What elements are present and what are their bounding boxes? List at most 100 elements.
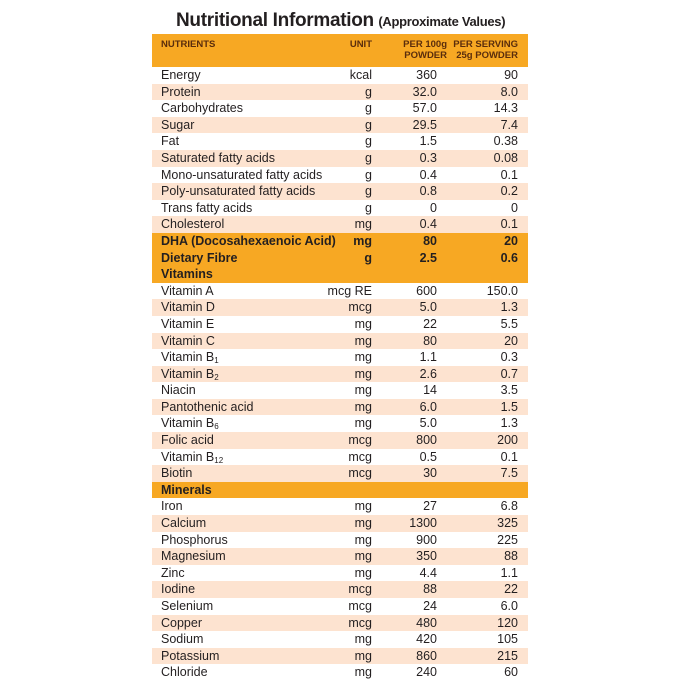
unit-cell: mg [354, 516, 372, 531]
per-serving-cell: 0.7 [500, 366, 518, 381]
nutrient-name-text: Vitamin B [161, 416, 215, 431]
nutrient-name: Vitamin B6 [161, 415, 219, 432]
nutrient-name: Sugar [161, 117, 195, 132]
title-subtitle: (Approximate Values) [378, 14, 506, 29]
table-row: Vitamin D mcg 5.0 1.3 [152, 299, 528, 316]
unit-cell: g [365, 200, 372, 215]
per-serving-cell: 0.1 [500, 167, 518, 182]
table-row: Energy kcal 360 90 [152, 67, 528, 84]
unit-cell: mg [354, 416, 372, 431]
nutrient-name: Magnesium [161, 549, 226, 564]
nutrient-name-text: Vitamin B [161, 366, 215, 381]
unit-cell: kcal [349, 68, 372, 82]
unit-cell: mg [354, 383, 372, 398]
per100g-cell: 2.6 [419, 366, 437, 381]
table-row: Vitamin B6 mg 5.0 1.3 [152, 415, 528, 432]
nutrient-name: Phosphorus [161, 532, 228, 547]
per-serving-cell: 150.0 [486, 283, 518, 298]
unit-cell: mg [354, 665, 372, 680]
table-row: Vitamin E mg 22 5.5 [152, 316, 528, 333]
per100g-cell: 480 [416, 615, 437, 630]
nutrient-name: Trans fatty acids [161, 200, 253, 215]
nutrient-name: Potassium [161, 648, 220, 663]
per-serving-cell: 1.3 [500, 416, 518, 431]
per100g-cell: 5.0 [419, 416, 437, 431]
per-serving-cell: 20 [504, 333, 518, 348]
unit-cell: mcg [348, 433, 372, 448]
per100g-cell: 420 [416, 632, 437, 647]
per-serving-cell: 0 [511, 200, 518, 215]
table-row: Protein g 32.0 8.0 [152, 83, 528, 101]
per100g-cell: 1300 [409, 516, 437, 531]
per100g-cell: 360 [416, 68, 437, 82]
per100g-cell: 80 [423, 233, 437, 248]
per100g-cell: 2.5 [419, 250, 437, 265]
per-serving-cell: 105 [497, 632, 518, 647]
table-row: Niacin mg 14 3.5 [152, 382, 528, 399]
nutrient-name: Copper [161, 615, 202, 630]
unit-cell: mg [354, 350, 372, 365]
unit-cell: mg [354, 532, 372, 547]
nutrient-name: Vitamin E [161, 316, 215, 331]
nutrient-name: Mono-unsaturated fatty acids [161, 167, 323, 182]
nutrient-name: Saturated fatty acids [161, 150, 275, 165]
per100g-cell: 0.4 [419, 217, 437, 232]
per-serving-cell: 0.1 [500, 449, 518, 464]
unit-cell: g [365, 117, 372, 132]
unit-cell: mcg [348, 466, 372, 481]
per100g-cell: 14 [423, 383, 437, 398]
nutrient-name: Vitamin C [161, 333, 215, 348]
table-row: Folic acid mcg 800 200 [152, 432, 528, 449]
page-title: Nutritional Information (Approximate Val… [176, 10, 506, 32]
unit-cell: mg [354, 565, 372, 580]
per-serving-cell: 90 [504, 68, 518, 82]
unit-cell: mg [354, 333, 372, 348]
per-serving-cell: 60 [504, 665, 518, 680]
unit-cell: g [364, 250, 372, 265]
table-body: Energy kcal 360 90 Protein g 32.0 8.0 Carbohydra… [152, 67, 528, 681]
table-row: Vitamin C mg 80 20 [152, 332, 528, 350]
per100g-cell: 80 [423, 333, 437, 348]
section-header: Vitamins [152, 266, 528, 283]
table-row: Vitamin B1 mg 1.1 0.3 [152, 349, 528, 366]
unit-cell: mcg RE [327, 283, 372, 298]
per-serving-cell: 1.3 [500, 300, 518, 315]
unit-cell: mcg [348, 449, 372, 464]
per100g-cell: 0.5 [419, 449, 437, 464]
per-serving-cell: 325 [497, 516, 518, 531]
per-serving-cell: 3.5 [500, 383, 518, 398]
per100g-cell: 5.0 [419, 300, 437, 315]
table-row: Pantothenic acid mg 6.0 1.5 [152, 398, 528, 416]
per-serving-cell: 7.4 [500, 117, 518, 132]
unit-cell: g [365, 134, 372, 149]
per100g-cell: 240 [416, 665, 437, 680]
table-row: Vitamin A mcg RE 600 150.0 [152, 283, 528, 300]
per-serving-cell: 0.08 [493, 150, 518, 165]
table-row: Cholesterol mg 0.4 0.1 [152, 216, 528, 233]
per100g-cell: 1.1 [419, 350, 437, 365]
header-unit: UNIT [349, 39, 372, 50]
nutrient-name: Cholesterol [161, 217, 225, 232]
nutrient-name: Vitamin B2 [161, 366, 219, 383]
per-serving-cell: 6.8 [500, 499, 518, 514]
unit-cell: mg [354, 366, 372, 381]
nutrient-name: Minerals [161, 482, 212, 497]
table-row: Chloride mg 240 60 [152, 664, 528, 681]
unit-cell: mg [354, 316, 372, 331]
unit-cell: g [365, 84, 372, 99]
nutrient-name: Iodine [161, 582, 196, 597]
per-serving-cell: 0.3 [500, 350, 518, 365]
table-row: Sodium mg 420 105 [152, 631, 528, 648]
unit-cell: mg [354, 648, 372, 663]
table-header: NUTRIENTS UNIT PER 100g POWDER PER SERVI… [152, 34, 528, 67]
per-serving-cell: 215 [497, 648, 518, 663]
table-row: Copper mcg 480 120 [152, 614, 528, 632]
table-row: DHA (Docosahexaenoic Acid) mg 80 20 [152, 232, 528, 250]
table-row: Saturated fatty acids g 0.3 0.08 [152, 149, 528, 167]
per100g-cell: 27 [423, 499, 437, 514]
unit-cell: g [365, 167, 372, 182]
table-row: Iron mg 27 6.8 [152, 498, 528, 515]
nutrition-table: NUTRIENTS UNIT PER 100g POWDER PER SERVI… [152, 34, 528, 681]
table-row: Poly-unsaturated fatty acids g 0.8 0.2 [152, 183, 528, 200]
per-serving-cell: 22 [504, 582, 518, 597]
